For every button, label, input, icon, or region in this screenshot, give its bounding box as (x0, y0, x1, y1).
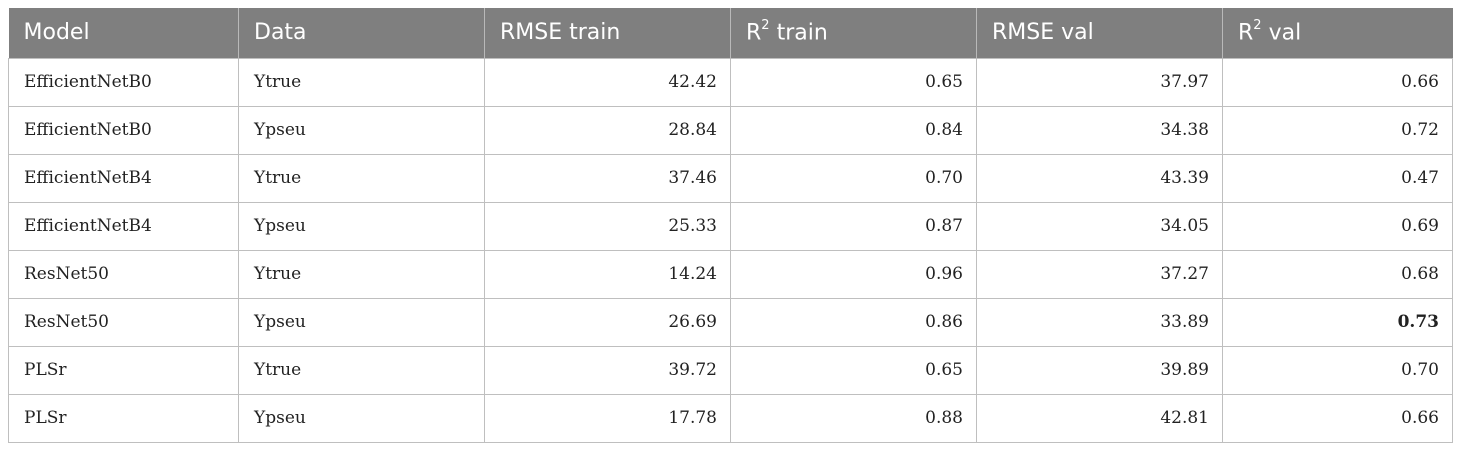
cell-r2-train: 0.84 (730, 105, 977, 155)
cell-rmse-train: 39.72 (484, 345, 731, 395)
cell-model: PLSr (8, 393, 239, 443)
cell-rmse-val: 34.38 (976, 105, 1223, 155)
table-row: ResNet50 Ypseu 26.69 0.86 33.89 0.73 (8, 297, 1453, 347)
cell-model: PLSr (8, 345, 239, 395)
cell-r2-train: 0.65 (730, 57, 977, 107)
cell-r2-val: 0.66 (1222, 57, 1453, 107)
cell-data: Ytrue (238, 249, 485, 299)
superscript-2: 2 (1253, 18, 1262, 34)
table-row: EfficientNetB4 Ypseu 25.33 0.87 34.05 0.… (8, 201, 1453, 251)
cell-r2-train: 0.70 (730, 153, 977, 203)
cell-model: EfficientNetB4 (8, 153, 239, 203)
cell-data: Ypseu (238, 393, 485, 443)
table-row: EfficientNetB0 Ypseu 28.84 0.84 34.38 0.… (8, 105, 1453, 155)
cell-r2-val: 0.69 (1222, 201, 1453, 251)
header-rmse-train: RMSE train (484, 8, 731, 58)
cell-model: ResNet50 (8, 297, 239, 347)
cell-rmse-train: 26.69 (484, 297, 731, 347)
cell-rmse-val: 37.97 (976, 57, 1223, 107)
cell-rmse-val: 33.89 (976, 297, 1223, 347)
cell-data: Ytrue (238, 153, 485, 203)
cell-rmse-train: 17.78 (484, 393, 731, 443)
cell-r2-train: 0.65 (730, 345, 977, 395)
cell-r2-train: 0.86 (730, 297, 977, 347)
cell-r2-train: 0.88 (730, 393, 977, 443)
cell-data: Ypseu (238, 297, 485, 347)
cell-rmse-train: 25.33 (484, 201, 731, 251)
cell-rmse-train: 37.46 (484, 153, 731, 203)
results-table: Model Data RMSE train R2 train RMSE val … (8, 8, 1453, 443)
table-row: PLSr Ypseu 17.78 0.88 42.81 0.66 (8, 393, 1453, 443)
cell-r2-val-best: 0.73 (1222, 297, 1453, 347)
cell-data: Ypseu (238, 105, 485, 155)
cell-rmse-train: 14.24 (484, 249, 731, 299)
cell-r2-val: 0.68 (1222, 249, 1453, 299)
header-model: Model (8, 8, 239, 58)
superscript-2: 2 (761, 18, 770, 34)
header-r2-train: R2 train (730, 8, 977, 58)
cell-model: EfficientNetB0 (8, 57, 239, 107)
header-rmse-val: RMSE val (976, 8, 1223, 58)
cell-model: EfficientNetB4 (8, 201, 239, 251)
cell-r2-val: 0.70 (1222, 345, 1453, 395)
header-r2-val: R2 val (1238, 18, 1302, 46)
cell-rmse-val: 34.05 (976, 201, 1223, 251)
cell-r2-train: 0.87 (730, 201, 977, 251)
cell-rmse-val: 39.89 (976, 345, 1223, 395)
cell-rmse-train: 28.84 (484, 105, 731, 155)
cell-data: Ytrue (238, 57, 485, 107)
cell-model: ResNet50 (8, 249, 239, 299)
cell-data: Ypseu (238, 201, 485, 251)
cell-rmse-val: 43.39 (976, 153, 1223, 203)
table-row: EfficientNetB0 Ytrue 42.42 0.65 37.97 0.… (8, 57, 1453, 107)
table-header: Model Data RMSE train R2 train RMSE val … (8, 8, 1453, 58)
table-body: EfficientNetB0 Ytrue 42.42 0.65 37.97 0.… (8, 57, 1453, 443)
cell-rmse-val: 42.81 (976, 393, 1223, 443)
table-row: EfficientNetB4 Ytrue 37.46 0.70 43.39 0.… (8, 153, 1453, 203)
cell-r2-val: 0.72 (1222, 105, 1453, 155)
cell-r2-val: 0.66 (1222, 393, 1453, 443)
table-row: PLSr Ytrue 39.72 0.65 39.89 0.70 (8, 345, 1453, 395)
cell-rmse-train: 42.42 (484, 57, 731, 107)
header-data: Data (238, 8, 485, 58)
header-row: Model Data RMSE train R2 train RMSE val … (8, 8, 1453, 58)
table-row: ResNet50 Ytrue 14.24 0.96 37.27 0.68 (8, 249, 1453, 299)
cell-data: Ytrue (238, 345, 485, 395)
cell-model: EfficientNetB0 (8, 105, 239, 155)
cell-r2-val: 0.47 (1222, 153, 1453, 203)
cell-rmse-val: 37.27 (976, 249, 1223, 299)
cell-r2-train: 0.96 (730, 249, 977, 299)
